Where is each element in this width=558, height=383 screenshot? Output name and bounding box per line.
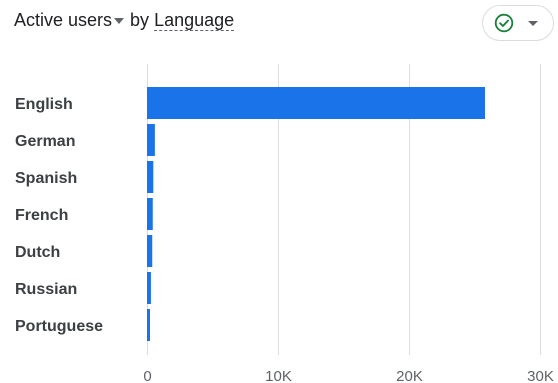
bar [147,198,153,230]
metric-selector[interactable]: Active users [14,10,130,31]
bar [147,124,155,156]
category-label: French [15,207,68,224]
category-label: Portuguese [15,318,103,335]
check-circle-icon [494,13,514,33]
bar [147,87,485,119]
card-title: Active users by Language [14,6,235,34]
bar [147,161,154,193]
category-label: German [15,133,75,150]
dimension-selector[interactable]: Language [154,9,235,31]
category-label: Russian [15,281,77,298]
compare-chip-button[interactable] [482,5,554,41]
category-label: Spanish [15,170,77,187]
caret-down-icon [114,18,125,24]
category-label: Dutch [15,244,60,261]
metric-label: Active users [14,9,113,30]
by-text: by [130,9,150,30]
caret-down-icon [528,20,538,26]
bar [147,235,153,267]
bar [147,272,151,304]
bar [147,309,151,341]
x-tick-label: 30K [527,368,554,383]
x-tick-label: 10K [265,368,292,383]
category-label: English [15,96,73,113]
x-tick-label: 20K [396,368,423,383]
x-tick-label: 0 [143,368,151,383]
